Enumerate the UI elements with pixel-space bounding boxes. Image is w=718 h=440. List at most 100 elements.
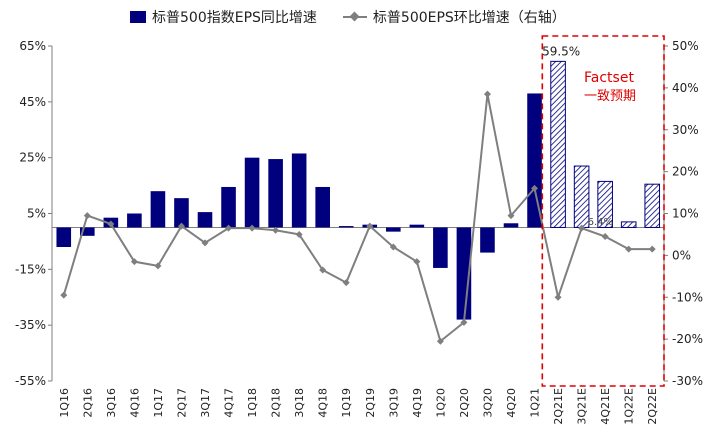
line-point [648,245,656,253]
line-point [107,220,115,228]
bar [644,183,661,228]
line-point [225,224,233,232]
bar [291,153,307,228]
left-tick-label: -55% [15,374,46,388]
line-point [130,258,138,266]
bar [150,191,166,228]
right-tick-label: -10% [672,290,703,304]
line-point [201,239,209,247]
right-tick-label: 0% [672,248,691,262]
line-point [483,90,491,98]
left-tick-label: 5% [27,207,46,221]
series-line [62,93,653,343]
bar [338,226,354,228]
line-point [248,224,256,232]
legend-bar-label: 标普500指数EPS同比增速 [152,10,317,26]
category-label: 4Q16 [128,388,141,418]
bar [597,180,613,228]
forecast-box [541,35,665,387]
bar [503,223,519,228]
line-point [154,262,162,270]
legend: 标普500指数EPS同比增速 标普500EPS环比增速（右轴） [130,6,592,28]
bar [409,224,425,228]
category-label: 2Q21E [552,388,565,425]
line-point [60,291,68,299]
left-tick-label: 65% [19,39,46,53]
category-label: 2Q17 [175,388,188,418]
category-label: 2Q18 [270,388,283,418]
line-point [272,226,280,234]
category-label: 3Q16 [105,388,118,418]
bar [480,227,495,253]
line-point [366,222,374,230]
forecast-box-subtitle: 一致预期 [584,89,636,104]
right-tick-label: -30% [672,374,703,388]
bar [221,186,236,228]
category-label: 3Q17 [199,388,212,418]
category-label: 3Q18 [293,388,306,418]
bar [315,186,330,228]
line-point [83,212,91,220]
line-point [342,279,350,287]
category-label: 4Q19 [411,388,424,418]
line-point [531,184,539,192]
line-point [625,245,633,253]
left-tick-label: -15% [15,262,46,276]
line-point [389,243,397,251]
category-label: 2Q16 [81,388,94,418]
bar [244,157,260,228]
small-value-label: 6.4% [588,217,613,228]
category-label: 1Q18 [246,388,259,418]
right-tick-label: -20% [672,332,703,346]
category-label: 2Q20 [458,388,471,418]
bar [56,227,72,247]
category-label: 1Q19 [340,388,353,418]
bar [174,198,189,228]
forecast-box-title: Factset [584,70,634,86]
category-label: 1Q16 [58,388,71,418]
line-point [319,266,327,274]
left-tick-label: -35% [15,318,46,332]
line-point [436,337,444,345]
bar [620,221,637,228]
line-point [460,318,468,326]
legend-item-line: 标普500EPS环比增速（右轴） [342,7,566,27]
bar [433,227,448,268]
line-point [413,258,421,266]
category-label: 1Q17 [152,388,165,418]
right-tick-label: 40% [672,81,699,95]
category-label: 4Q20 [505,388,518,418]
bar [386,227,401,232]
bar [268,159,283,228]
category-label: 4Q18 [317,388,330,418]
category-label: 3Q21E [576,388,589,425]
category-label: 3Q20 [481,388,494,418]
line-point [601,233,609,241]
legend-line-swatch [342,11,367,23]
left-tick-label: 45% [19,95,46,109]
category-label: 2Q19 [364,388,377,418]
legend-bar-swatch [130,11,146,23]
category-label: 2Q22E [646,388,659,425]
right-tick-label: 50% [672,39,699,53]
right-tick-label: 30% [672,123,699,137]
category-label: 4Q21E [599,388,612,425]
category-label: 1Q20 [434,388,447,418]
line-point [295,230,303,238]
bar [550,60,566,228]
bar [197,212,213,228]
category-label: 1Q21 [529,388,542,418]
line-point [507,212,515,220]
bar [80,227,95,236]
legend-item-bar: 标普500指数EPS同比增速 [130,7,317,27]
category-label: 1Q22E [623,388,636,425]
legend-line-label: 标普500EPS环比增速（右轴） [372,10,566,26]
right-tick-label: 20% [672,165,699,179]
line-point [554,293,562,301]
left-tick-label: 25% [19,151,46,165]
right-tick-label: 10% [672,207,699,221]
line-point [578,224,586,232]
peak-value-label: 59.5% [542,44,580,58]
line-point [177,222,185,230]
